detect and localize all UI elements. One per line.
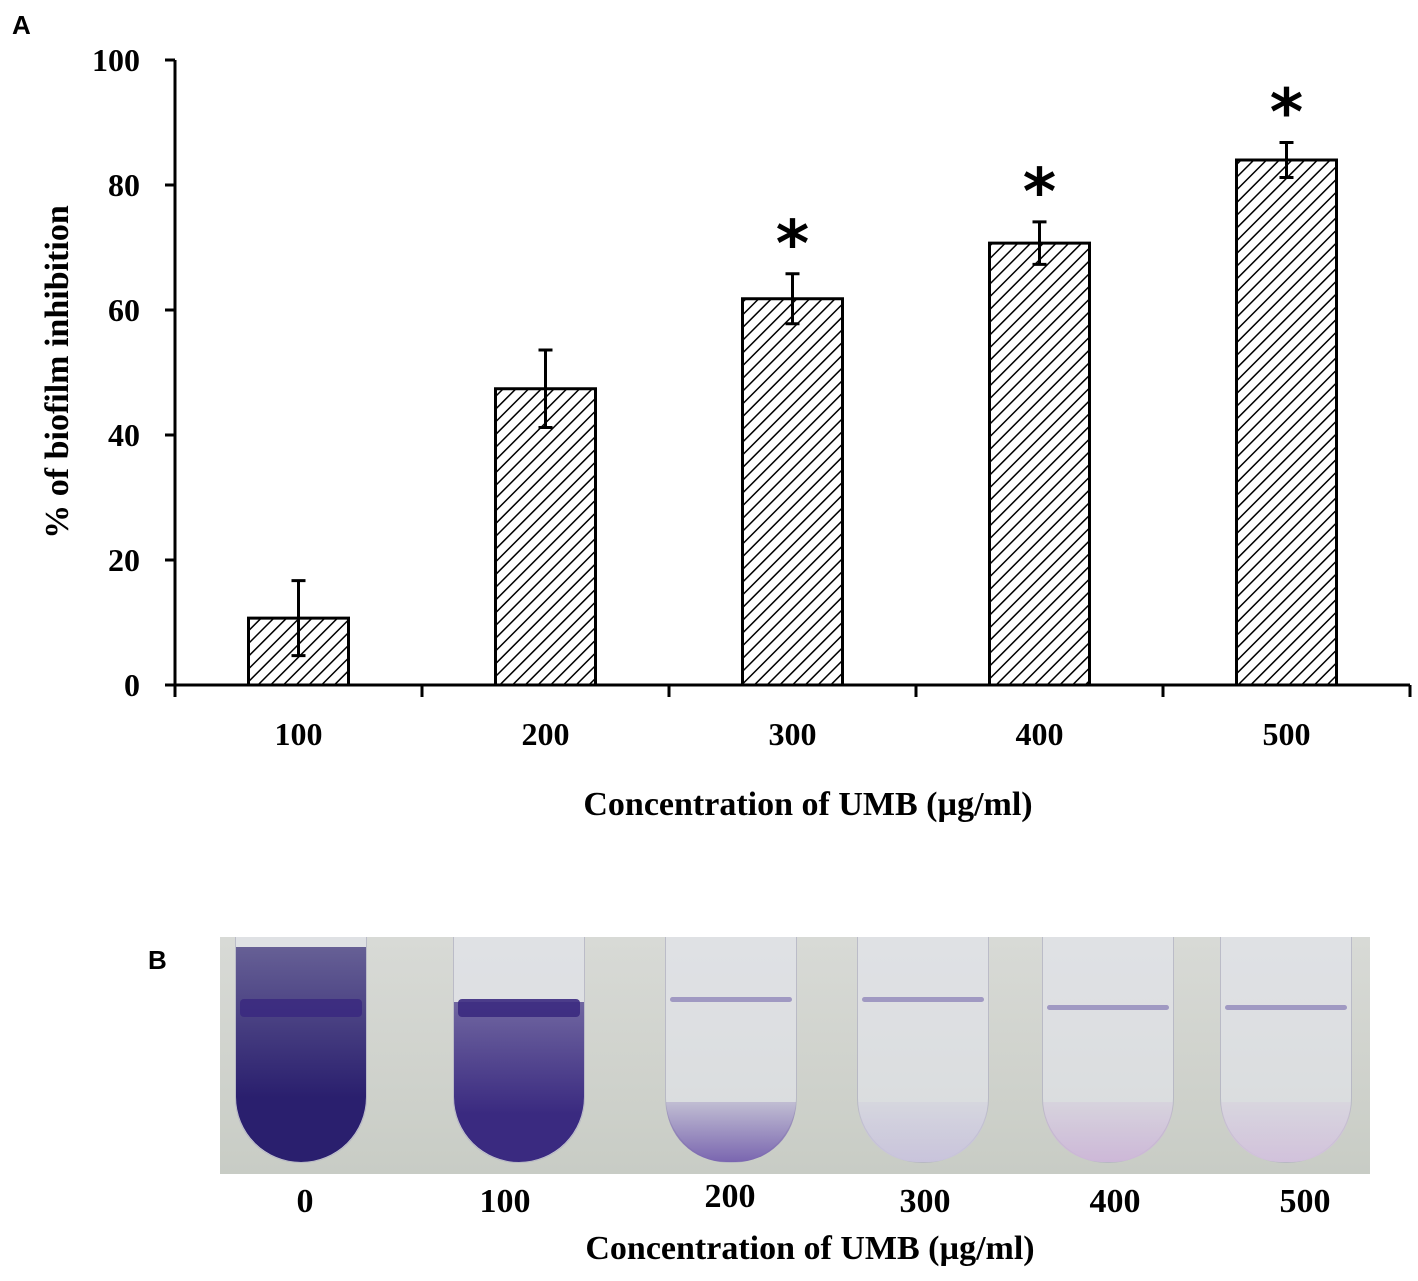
x-axis-title: Concentration of UMB (µg/ml) xyxy=(583,786,1032,823)
bar-400: * 400 xyxy=(988,156,1091,752)
test-tube-200 xyxy=(665,937,797,1163)
test-tube-0 xyxy=(235,937,367,1163)
tube-label: 300 xyxy=(899,1183,951,1220)
significance-asterisk: * xyxy=(1023,156,1056,230)
tube-label: 200 xyxy=(704,1178,756,1215)
y-tick-label: 80 xyxy=(108,167,140,203)
bar-chart: 0 20 40 60 80 100 100 200 * 300 * 400 * 500 % of bio… xyxy=(39,42,1412,823)
x-tick-label: 400 xyxy=(1016,716,1064,752)
tube-label: 100 xyxy=(479,1183,531,1220)
y-axis-title: % of biofilm inhibition xyxy=(39,205,76,539)
y-tick-label: 60 xyxy=(108,292,140,328)
tube-label: 0 xyxy=(296,1183,314,1220)
bar-200: 200 xyxy=(494,348,597,752)
x-tick-label: 200 xyxy=(522,716,570,752)
test-tube-300 xyxy=(857,937,989,1163)
photo-x-axis-title: Concentration of UMB (µg/ml) xyxy=(585,1230,1035,1267)
bar-500: * 500 xyxy=(1235,77,1338,752)
bar-300: * 300 xyxy=(741,208,844,752)
tube-label: 500 xyxy=(1279,1183,1331,1220)
y-tick-label: 40 xyxy=(108,417,140,453)
test-tube-500 xyxy=(1220,937,1352,1163)
test-tube-photo xyxy=(220,937,1370,1174)
y-tick-label: 100 xyxy=(92,42,140,78)
panel-b-label: B xyxy=(148,945,167,975)
x-tick-label: 300 xyxy=(769,716,817,752)
y-tick-label: 20 xyxy=(108,542,140,578)
test-tube-400 xyxy=(1042,937,1174,1163)
y-axis: 0 20 40 60 80 100 xyxy=(92,42,177,703)
x-tick-label: 500 xyxy=(1263,716,1311,752)
y-tick-label: 0 xyxy=(124,667,140,703)
bar-100: 100 xyxy=(247,579,350,752)
panel-a-label: A xyxy=(12,10,31,40)
x-tick-label: 100 xyxy=(275,716,323,752)
bars: 100 200 * 300 * 400 * 500 xyxy=(247,77,1338,752)
tube-label: 400 xyxy=(1089,1183,1141,1220)
significance-asterisk: * xyxy=(776,208,809,282)
x-axis xyxy=(173,683,1412,697)
significance-asterisk: * xyxy=(1270,77,1303,151)
test-tube-100 xyxy=(453,937,585,1163)
